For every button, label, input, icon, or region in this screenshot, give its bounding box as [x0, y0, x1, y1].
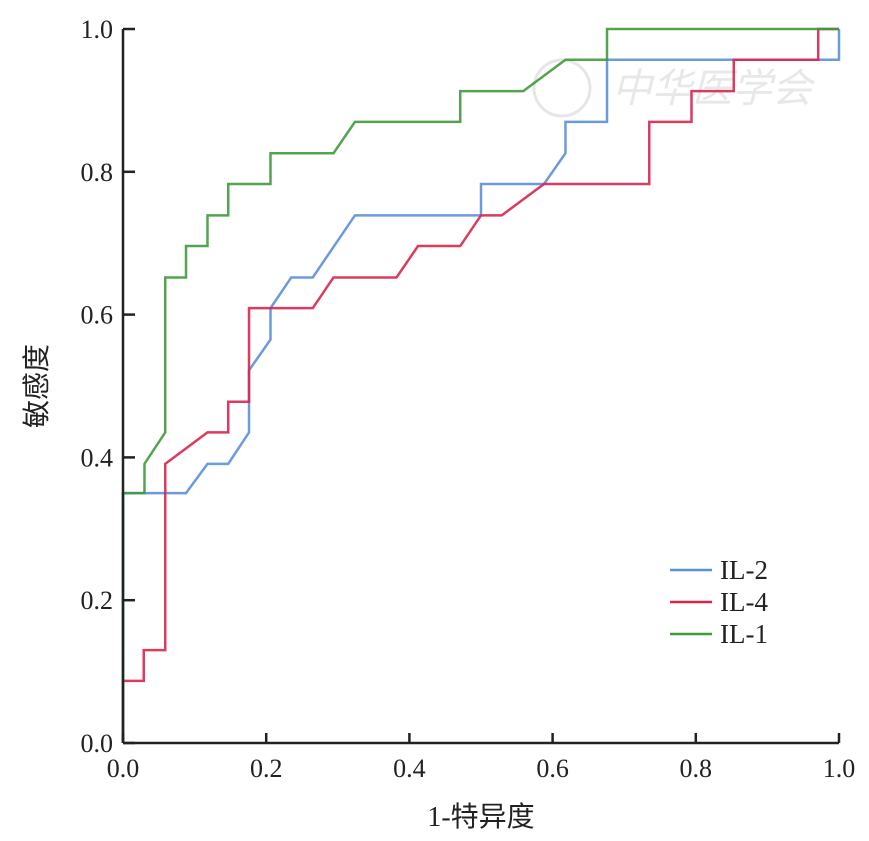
y-tick-label: 0.2	[81, 586, 114, 615]
watermark-text: 中华医学会	[612, 66, 816, 111]
roc-curve-il-1	[121, 27, 839, 743]
axes	[121, 29, 839, 745]
x-tick-label: 0.8	[680, 754, 713, 783]
legend-label: IL-4	[720, 587, 768, 617]
legend: IL-2IL-4IL-1	[670, 555, 768, 649]
x-tick-label: 0.4	[393, 754, 426, 783]
roc-curve-il-4	[121, 27, 839, 743]
x-tick-label: 0.6	[536, 754, 569, 783]
x-tick-label: 0.0	[107, 754, 140, 783]
y-tick-label: 0.4	[81, 443, 114, 472]
y-axis-label: 敏感度	[21, 344, 53, 428]
y-tick-label: 0.6	[81, 301, 114, 330]
watermark: 中华医学会	[532, 58, 816, 118]
x-tick-label: 1.0	[823, 754, 856, 783]
y-tick-label: 1.0	[81, 15, 114, 44]
series-group	[121, 27, 841, 743]
roc-curve-il-2	[121, 29, 841, 743]
legend-label: IL-2	[720, 555, 768, 585]
legend-label: IL-1	[720, 619, 768, 649]
y-tick-label: 0.8	[81, 158, 114, 187]
x-tick-label: 0.2	[250, 754, 283, 783]
y-tick-label: 0.0	[81, 729, 114, 758]
x-axis-label: 1-特异度	[427, 801, 534, 833]
